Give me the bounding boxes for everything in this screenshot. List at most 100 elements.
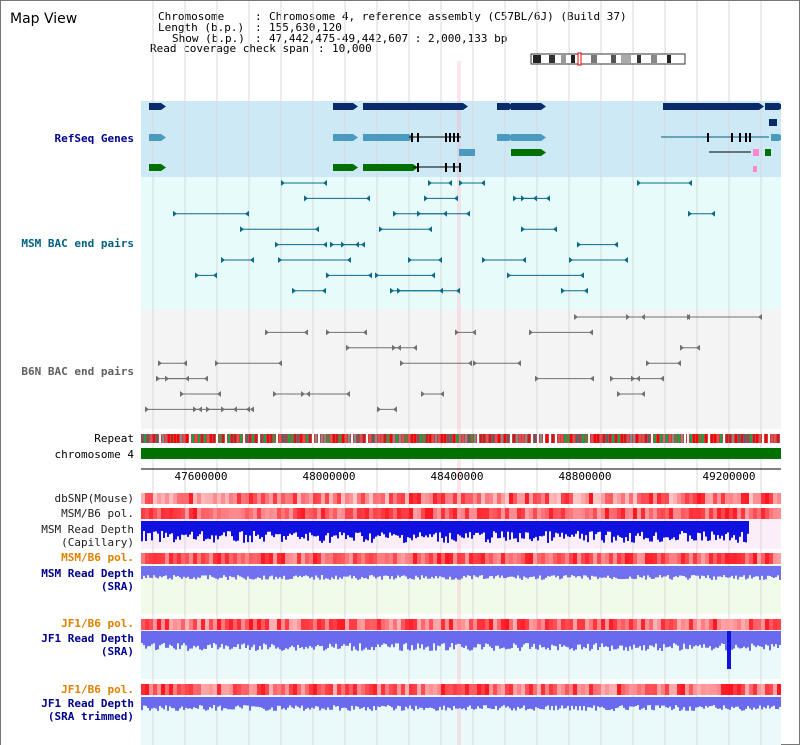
jf1-sra-depth-bar xyxy=(173,631,175,649)
msm-sra-depth-bar xyxy=(457,566,459,580)
track-label-msm-b6-pol-2[interactable]: MSM/B6 pol. xyxy=(61,551,134,564)
jf1-b6-pol-cell xyxy=(149,619,153,630)
track-label-msm-depth-capillary[interactable]: MSM Read Depth xyxy=(41,523,134,536)
refseq-genes-track[interactable] xyxy=(149,103,781,172)
msm-capillary-depth-bar xyxy=(511,521,513,533)
coverage-colon: : xyxy=(318,42,325,55)
track-label-jf1-b6-pol-1[interactable]: JF1/B6 pol. xyxy=(61,617,134,630)
jf1-trim-depth-bar xyxy=(685,697,687,711)
msm-b6-pol-cell xyxy=(481,553,485,564)
msm-capillary-depth-bar xyxy=(623,521,625,543)
jf1-trim-depth-bar xyxy=(571,697,573,706)
chromosome-bar[interactable] xyxy=(141,448,781,459)
page-title: Map View xyxy=(10,11,78,27)
repeat-track[interactable] xyxy=(141,434,781,443)
dbsnp-cell xyxy=(401,493,405,504)
polymorphism-heatmaps[interactable] xyxy=(141,493,781,695)
track-label-dbsnp[interactable]: dbSNP(Mouse) xyxy=(54,492,134,505)
msm-capillary-depth-bar xyxy=(199,521,201,535)
refseq-gene xyxy=(765,103,779,110)
repeat-element xyxy=(696,434,698,443)
msm-bac-pair-end xyxy=(304,195,308,202)
track-label-jf1-b6-pol-2[interactable]: JF1/B6 pol. xyxy=(61,683,134,696)
msm-sra-depth-bar xyxy=(411,566,413,580)
msm-b6-pol-cell xyxy=(717,553,721,564)
read-depth-tracks[interactable] xyxy=(141,521,781,711)
jf1-sra-depth-bar xyxy=(639,631,641,647)
track-label-msm-depth-sra[interactable]: MSM Read Depth xyxy=(41,567,134,580)
jf1-sra-depth-bar xyxy=(475,631,477,648)
jf1-trim-depth-bar xyxy=(263,697,265,709)
msm-sra-depth-bar xyxy=(677,566,679,578)
jf1-b6-pol-cell xyxy=(285,619,289,630)
chromosome-ideogram[interactable] xyxy=(530,52,686,66)
dbsnp-cell xyxy=(657,493,661,504)
msm-b6-pol-cell xyxy=(617,553,621,564)
jf1-trim-depth-bar xyxy=(183,697,185,711)
msm-capillary-depth-bar xyxy=(411,521,413,541)
msm-capillary-depth-bar xyxy=(573,521,575,537)
msm-capillary-depth-bar xyxy=(391,521,393,536)
msm-capillary-depth-bar xyxy=(653,521,655,536)
jf1-trim-depth-bar xyxy=(281,697,283,710)
jf1-sra-depth-bar xyxy=(681,631,683,650)
track-label-b6n-bac[interactable]: B6N BAC end pairs xyxy=(21,365,134,378)
msm-b6-pol-cell xyxy=(441,553,445,564)
msm-bac-pair-end xyxy=(379,226,383,233)
msm-sra-depth-bar xyxy=(227,566,229,580)
jf1-sra-depth-bar xyxy=(351,631,353,651)
jf1-sra-depth-bar xyxy=(491,631,493,649)
dbsnp-cell xyxy=(573,493,577,504)
repeat-element xyxy=(159,434,161,443)
msm-sra-depth-bar xyxy=(555,566,557,578)
track-label-refseq[interactable]: RefSeq Genes xyxy=(54,132,134,145)
jf1-b6-pol-cell xyxy=(373,619,377,630)
jf1-trim-depth-bar xyxy=(583,697,585,706)
b6n-bac-track[interactable] xyxy=(145,314,762,413)
jf1-sra-depth-bar xyxy=(271,631,273,645)
jf1-b6-pol-cell xyxy=(541,684,545,695)
track-label-jf1-depth-trimmed[interactable]: JF1 Read Depth xyxy=(41,697,134,710)
jf1-b6-pol-cell xyxy=(237,684,241,695)
jf1-sra-depth-bar xyxy=(347,631,349,646)
msm-b6-pol-cell xyxy=(697,553,701,564)
jf1-trim-depth-bar xyxy=(549,697,551,710)
msm-sra-depth-bar xyxy=(473,566,475,576)
track-label-jf1-depth-sra[interactable]: JF1 Read Depth xyxy=(41,632,134,645)
msm-b6-pol-cell xyxy=(233,508,237,519)
msm-sra-depth-bar xyxy=(399,566,401,578)
jf1-trim-depth-bar xyxy=(349,697,351,711)
refseq-gene xyxy=(149,103,161,110)
dbsnp-cell xyxy=(581,493,585,504)
msm-b6-pol-cell xyxy=(461,508,465,519)
jf1-trim-depth-bar xyxy=(673,697,675,709)
jf1-trim-depth-bar xyxy=(569,697,571,711)
jf1-sra-depth-bar xyxy=(683,631,685,644)
msm-capillary-depth-bar xyxy=(177,521,179,537)
track-label-msm-bac[interactable]: MSM BAC end pairs xyxy=(21,237,134,250)
repeat-element xyxy=(267,434,269,443)
jf1-sra-depth-bar xyxy=(369,631,371,650)
jf1-sra-depth-bar xyxy=(659,631,661,649)
jf1-b6-pol-cell xyxy=(713,684,717,695)
track-label-chromosome[interactable]: chromosome 4 xyxy=(54,448,134,461)
repeat-element xyxy=(501,434,503,443)
jf1-trim-depth-bar xyxy=(361,697,363,709)
msm-bac-track[interactable] xyxy=(173,180,715,294)
msm-sra-depth-bar xyxy=(731,566,733,576)
msm-b6-pol-cell xyxy=(457,553,461,564)
jf1-sra-depth-bar xyxy=(307,631,309,649)
repeat-element xyxy=(195,434,197,443)
track-label-msm-b6-pol-1[interactable]: MSM/B6 pol. xyxy=(61,507,134,520)
track-label-repeat[interactable]: Repeat xyxy=(94,432,134,445)
genome-track-canvas[interactable]: 47600000 48000000 48400000 48800000 4920… xyxy=(141,1,781,745)
msm-capillary-depth-bar xyxy=(369,521,371,534)
repeat-element xyxy=(600,434,602,443)
msm-capillary-depth-bar xyxy=(225,521,227,537)
repeat-element xyxy=(621,434,623,443)
jf1-b6-pol-cell xyxy=(701,619,705,630)
jf1-b6-pol-cell xyxy=(433,619,437,630)
msm-sra-depth-bar xyxy=(735,566,737,576)
msm-sra-depth-bar xyxy=(177,566,179,577)
repeat-element xyxy=(216,434,218,443)
